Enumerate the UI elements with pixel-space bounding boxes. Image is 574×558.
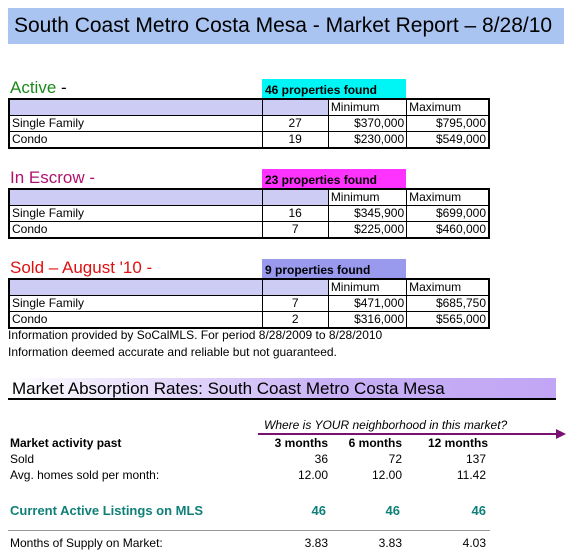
activity-label: Market activity past xyxy=(10,436,122,450)
avg-6m: 12.00 xyxy=(371,468,402,482)
sold-label: Sold xyxy=(10,452,35,466)
row-max: $795,000 xyxy=(406,115,490,132)
sold-3m: 36 xyxy=(314,452,328,466)
supply-3m: 3.83 xyxy=(304,536,328,550)
active-heading-suffix: - xyxy=(56,78,67,97)
header-cell-count xyxy=(261,278,329,296)
table-header-row: Minimum Maximum xyxy=(8,98,490,116)
row-type: Single Family xyxy=(8,205,263,222)
period-12m: 12 months xyxy=(427,436,488,450)
table-row: Condo 2 $316,000 $565,000 xyxy=(8,311,490,329)
active-listings-label: Current Active Listings on MLS xyxy=(10,503,204,518)
row-max: $549,000 xyxy=(406,131,490,149)
active-heading-text: Active xyxy=(10,78,57,97)
row-max: $699,000 xyxy=(406,205,490,222)
row-count: 2 xyxy=(261,311,329,329)
header-cell-max: Maximum xyxy=(406,278,490,296)
active-heading: Active - xyxy=(10,78,67,98)
escrow-count-badge: 23 properties found xyxy=(262,169,406,189)
escrow-table: Minimum Maximum Single Family 16 $345,90… xyxy=(8,188,490,239)
sold-6m: 72 xyxy=(388,452,402,466)
sold-12m: 137 xyxy=(465,452,486,466)
header-cell-min: Minimum xyxy=(327,98,408,116)
table-row: Condo 7 $225,000 $460,000 xyxy=(8,221,490,239)
active-count-badge: 46 properties found xyxy=(262,79,406,99)
active-table: Minimum Maximum Single Family 27 $370,00… xyxy=(8,98,490,149)
report-title: South Coast Metro Costa Mesa - Market Re… xyxy=(8,8,564,44)
supply-label: Months of Supply on Market: xyxy=(10,536,163,550)
row-count: 7 xyxy=(261,295,329,312)
table-row: Single Family 7 $471,000 $685,750 xyxy=(8,295,490,312)
supply-12m: 4.03 xyxy=(462,536,486,550)
neighborhood-question: Where is YOUR neighborhood in this marke… xyxy=(264,418,508,432)
arrow-icon xyxy=(258,429,566,439)
table-row: Single Family 27 $370,000 $795,000 xyxy=(8,115,490,132)
absorption-title: Market Absorption Rates: South Coast Met… xyxy=(8,378,556,400)
row-min: $316,000 xyxy=(327,311,408,329)
header-cell-type xyxy=(8,98,263,116)
header-cell-max: Maximum xyxy=(406,98,490,116)
active-6m: 46 xyxy=(385,503,400,518)
table-row: Single Family 16 $345,900 $699,000 xyxy=(8,205,490,222)
table-header-row: Minimum Maximum xyxy=(8,278,490,296)
divider xyxy=(8,530,490,531)
period-6m: 6 months xyxy=(348,436,402,450)
row-type: Single Family xyxy=(8,295,263,312)
row-count: 16 xyxy=(261,205,329,222)
period-3m: 3 months xyxy=(274,436,328,450)
sold-count-badge: 9 properties found xyxy=(262,259,406,279)
header-cell-max: Maximum xyxy=(406,188,490,206)
row-min: $230,000 xyxy=(327,131,408,149)
active-3m: 46 xyxy=(311,503,326,518)
row-count: 7 xyxy=(261,221,329,239)
row-count: 27 xyxy=(261,115,329,132)
avg-label: Avg. homes sold per month: xyxy=(10,468,160,482)
info-source: Information provided by SoCalMLS. For pe… xyxy=(8,328,383,342)
row-min: $345,900 xyxy=(327,205,408,222)
escrow-heading: In Escrow - xyxy=(10,168,96,187)
info-disclaimer: Information deemed accurate and reliable… xyxy=(8,345,337,359)
sold-table: Minimum Maximum Single Family 7 $471,000… xyxy=(8,278,490,329)
row-type: Condo xyxy=(8,131,263,149)
avg-12m: 11.42 xyxy=(456,468,486,482)
header-cell-type xyxy=(8,278,263,296)
header-cell-min: Minimum xyxy=(327,188,408,206)
header-cell-count xyxy=(261,98,329,116)
row-min: $225,000 xyxy=(327,221,408,239)
table-row: Condo 19 $230,000 $549,000 xyxy=(8,131,490,149)
table-header-row: Minimum Maximum xyxy=(8,188,490,206)
header-cell-type xyxy=(8,188,263,206)
row-max: $460,000 xyxy=(406,221,490,239)
row-max: $565,000 xyxy=(406,311,490,329)
row-min: $370,000 xyxy=(327,115,408,132)
row-type: Condo xyxy=(8,221,263,239)
avg-3m: 12.00 xyxy=(297,468,328,482)
header-cell-min: Minimum xyxy=(327,278,408,296)
header-cell-count xyxy=(261,188,329,206)
supply-6m: 3.83 xyxy=(378,536,402,550)
row-min: $471,000 xyxy=(327,295,408,312)
row-count: 19 xyxy=(261,131,329,149)
row-type: Condo xyxy=(8,311,263,329)
row-type: Single Family xyxy=(8,115,263,132)
row-max: $685,750 xyxy=(406,295,490,312)
active-12m: 46 xyxy=(471,503,486,518)
sold-heading: Sold – August '10 - xyxy=(10,258,153,277)
